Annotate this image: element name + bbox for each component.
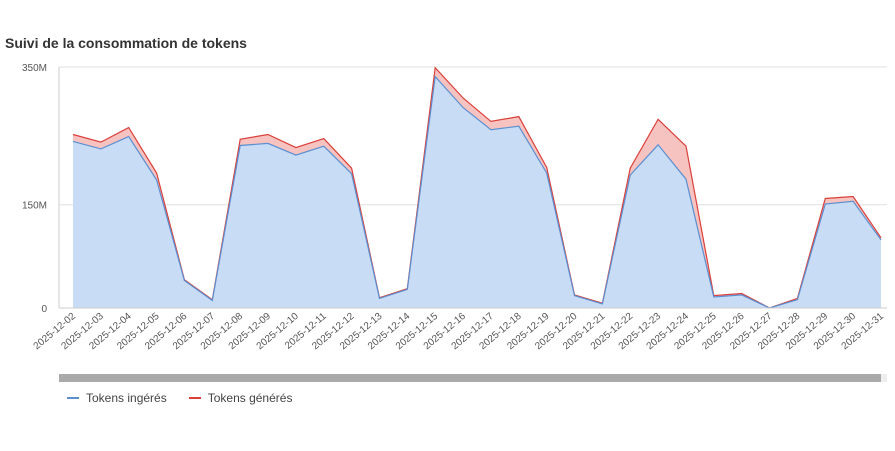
legend-item-generated[interactable]: Tokens générés (188, 391, 293, 405)
y-tick-label-0: 0 (41, 304, 47, 315)
x-axis-ticks: 2025-12-022025-12-032025-12-042025-12-05… (32, 311, 887, 353)
chart-title: Suivi de la consommation de tokens (5, 35, 247, 51)
line-tokens-ingested (72, 75, 882, 309)
legend-swatch-generated (188, 397, 201, 399)
chart-scrollbar[interactable] (59, 374, 887, 382)
axis-layer (58, 67, 887, 309)
legend-label-ingested: Tokens ingérés (86, 391, 167, 405)
area-tokens-generated (73, 67, 881, 308)
legend-swatch-ingested (67, 397, 79, 399)
legend-label-generated: Tokens générés (207, 391, 293, 405)
y-tick-label-350: 350M (22, 63, 47, 74)
area-layer (72, 66, 882, 309)
y-axis-ticks: 0 150M 350M (22, 63, 47, 315)
y-tick-label-150: 150M (22, 201, 47, 212)
chart-scrollbar-thumb[interactable] (59, 374, 881, 382)
legend: Tokens ingérés Tokens générés (67, 391, 292, 405)
legend-item-ingested[interactable]: Tokens ingérés (67, 391, 167, 405)
area-tokens-ingested (73, 76, 881, 308)
